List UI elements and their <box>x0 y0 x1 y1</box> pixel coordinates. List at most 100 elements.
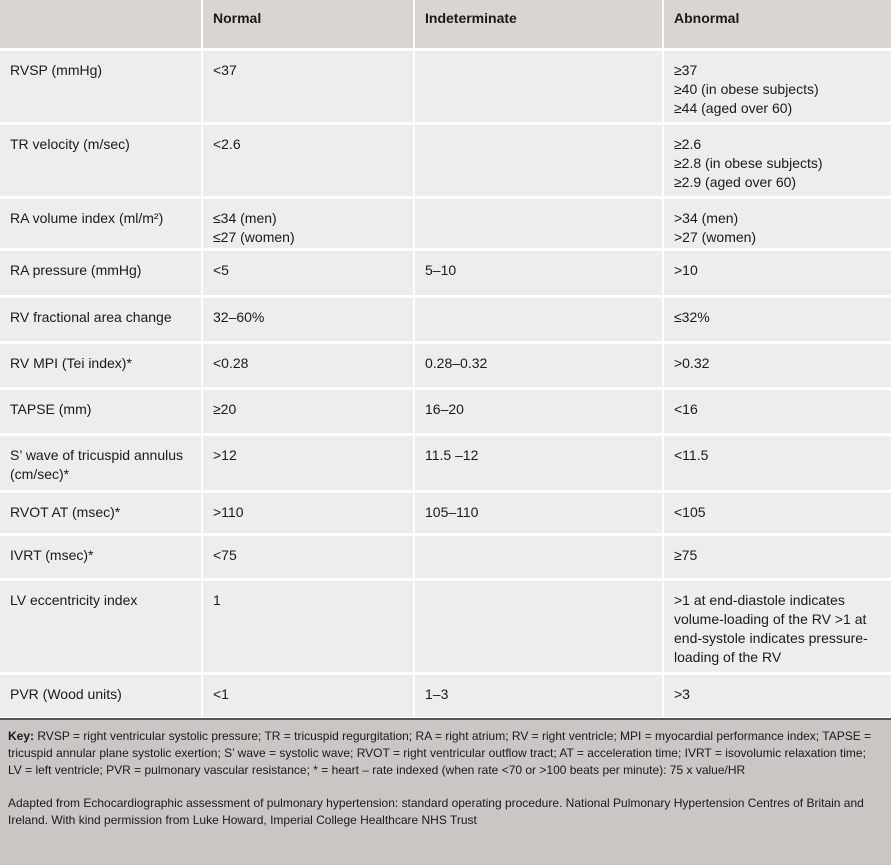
cell-text: <105 <box>674 504 706 520</box>
row-label-cell: LV eccentricity index <box>0 581 201 672</box>
value-cell: 1 <box>203 581 413 672</box>
value-cell <box>415 298 662 341</box>
header-cell: Indeterminate <box>415 0 662 48</box>
cell-text: >34 (men) <box>674 210 739 226</box>
cell-text: RVOT AT (msec)* <box>10 504 121 520</box>
row-label-cell: RA volume index (ml/m²) <box>0 199 201 248</box>
value-cell: >1 at end-diastole indicates volume-load… <box>664 581 891 672</box>
cell-text: ≥2.8 (in obese subjects) <box>674 155 823 171</box>
key-paragraph: Key: RVSP = right ventricular systolic p… <box>8 728 883 779</box>
value-cell: ≥75 <box>664 536 891 578</box>
cell-text: 11.5 –12 <box>425 447 479 463</box>
cell-text: RV MPI (Tei index)* <box>10 355 132 371</box>
value-cell: >110 <box>203 493 413 533</box>
value-cell: 0.28–0.32 <box>415 344 662 387</box>
value-cell: <105 <box>664 493 891 533</box>
cell-text: >10 <box>674 262 698 278</box>
cell-text: 105–110 <box>425 504 479 520</box>
value-cell: 16–20 <box>415 390 662 433</box>
cell-text: 32–60% <box>213 309 265 325</box>
row-label-cell: PVR (Wood units) <box>0 675 201 717</box>
row-label-cell: S’ wave of tricuspid annulus (cm/sec)* <box>0 436 201 490</box>
value-cell: <75 <box>203 536 413 578</box>
value-cell: 5–10 <box>415 251 662 295</box>
value-cell: ≤34 (men) ≤27 (women) <box>203 199 413 248</box>
cell-text: ≥2.6 <box>674 136 702 152</box>
value-cell: >34 (men) >27 (women) <box>664 199 891 248</box>
cell-text: RV fractional area change <box>10 309 172 325</box>
cell-text: ≥75 <box>674 547 698 563</box>
value-cell: >12 <box>203 436 413 490</box>
cell-text: 1 <box>213 592 221 608</box>
source: Adapted from Echocardiographic assessmen… <box>8 796 864 827</box>
cell-text: >1 at end-diastole indicates volume-load… <box>674 592 868 665</box>
value-cell: ≥37 ≥40 (in obese subjects) ≥44 (aged over… <box>664 51 891 122</box>
row-label-cell: RA pressure (mmHg) <box>0 251 201 295</box>
cell-text: LV eccentricity index <box>10 592 138 608</box>
cell-text: ≤27 (women) <box>213 229 295 245</box>
value-cell: <37 <box>203 51 413 122</box>
value-cell <box>415 125 662 196</box>
value-cell: 105–110 <box>415 493 662 533</box>
cell-text: >0.32 <box>674 355 710 371</box>
header-cell: Abnormal <box>664 0 891 48</box>
cell-text: ≥2.9 (aged over 60) <box>674 174 797 190</box>
cell-text: 5–10 <box>425 262 457 278</box>
cell-text: S’ wave of tricuspid annulus (cm/sec)* <box>10 447 184 482</box>
header-cell: Normal <box>203 0 413 48</box>
value-cell: ≥20 <box>203 390 413 433</box>
cell-text: ≤34 (men) <box>213 210 277 226</box>
row-label-cell: RV fractional area change <box>0 298 201 341</box>
value-cell: <5 <box>203 251 413 295</box>
value-cell: >3 <box>664 675 891 717</box>
row-label-cell: TR velocity (m/sec) <box>0 125 201 196</box>
cell-text: >12 <box>213 447 237 463</box>
key-label: Key: <box>8 729 35 743</box>
value-cell <box>415 581 662 672</box>
value-cell <box>415 51 662 122</box>
cell-text: 1–3 <box>425 686 449 702</box>
cell-text: ≤32% <box>674 309 710 325</box>
cell-text: <16 <box>674 401 698 417</box>
cell-text: >110 <box>213 504 244 520</box>
cell-text: TR velocity (m/sec) <box>10 136 130 152</box>
value-cell: 1–3 <box>415 675 662 717</box>
cell-text: <5 <box>213 262 229 278</box>
header-cell <box>0 0 201 48</box>
cell-text: ≥37 <box>674 62 698 78</box>
value-cell: >0.32 <box>664 344 891 387</box>
cell-text: RVSP (mmHg) <box>10 62 103 78</box>
value-cell: <11.5 <box>664 436 891 490</box>
row-label-cell: RVSP (mmHg) <box>0 51 201 122</box>
value-cell: <0.28 <box>203 344 413 387</box>
cell-text: >3 <box>674 686 690 702</box>
cell-text: <37 <box>213 62 237 78</box>
footer: Key: RVSP = right ventricular systolic p… <box>0 718 891 865</box>
cell-text: RA volume index (ml/m²) <box>10 210 164 226</box>
value-cell: <16 <box>664 390 891 433</box>
value-cell: ≥2.6 ≥2.8 (in obese subjects) ≥2.9 (aged o… <box>664 125 891 196</box>
cell-text: >27 (women) <box>674 229 757 245</box>
cell-text: ≥20 <box>213 401 237 417</box>
cell-text: 16–20 <box>425 401 464 417</box>
row-label-cell: TAPSE (mm) <box>0 390 201 433</box>
cell-text: <2.6 <box>213 136 241 152</box>
cell-text: TAPSE (mm) <box>10 401 92 417</box>
value-cell <box>415 199 662 248</box>
cell-text: RA pressure (mmHg) <box>10 262 142 278</box>
value-cell <box>415 536 662 578</box>
row-label-cell: RV MPI (Tei index)* <box>0 344 201 387</box>
cell-text: ≥44 (aged over 60) <box>674 100 793 116</box>
cell-text: <11.5 <box>674 447 709 463</box>
key-text: RVSP = right ventricular systolic pressu… <box>8 729 872 777</box>
cell-text: ≥40 (in obese subjects) <box>674 81 819 97</box>
value-cell: 32–60% <box>203 298 413 341</box>
cell-text: <1 <box>213 686 229 702</box>
value-cell: >10 <box>664 251 891 295</box>
value-cell: ≤32% <box>664 298 891 341</box>
row-label-cell: IVRT (msec)* <box>0 536 201 578</box>
table: Normal Indeterminate Abnormal RVSP (mmHg) <3… <box>0 0 891 717</box>
cell-text: IVRT (msec)* <box>10 547 94 563</box>
value-cell: <2.6 <box>203 125 413 196</box>
